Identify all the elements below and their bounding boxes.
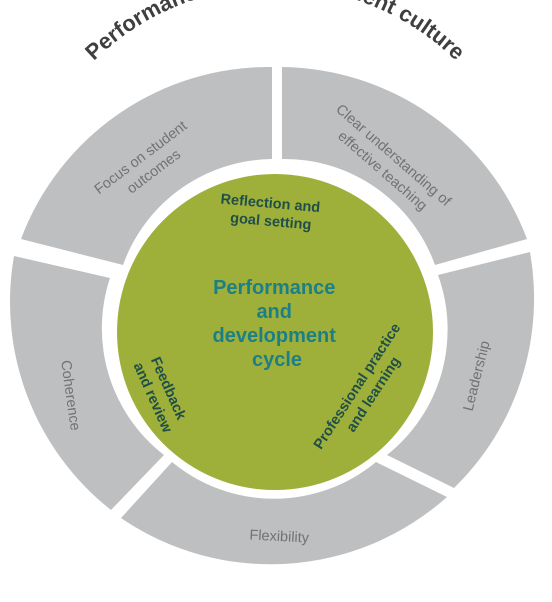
segment-coherence	[10, 256, 164, 510]
svg-text:Flexibility: Flexibility	[249, 527, 310, 546]
center-title: Performance and development cycle	[213, 277, 342, 371]
segment-leadership	[387, 252, 535, 488]
culture-title: Performance and development culture	[80, 0, 470, 65]
inner-cycle-circle	[117, 174, 433, 490]
segment-focus-on-student-outcomes	[21, 66, 272, 265]
label-flexibility: Flexibility	[249, 527, 310, 546]
segment-flexibility	[121, 462, 447, 565]
segment-clear-understanding	[282, 67, 527, 265]
